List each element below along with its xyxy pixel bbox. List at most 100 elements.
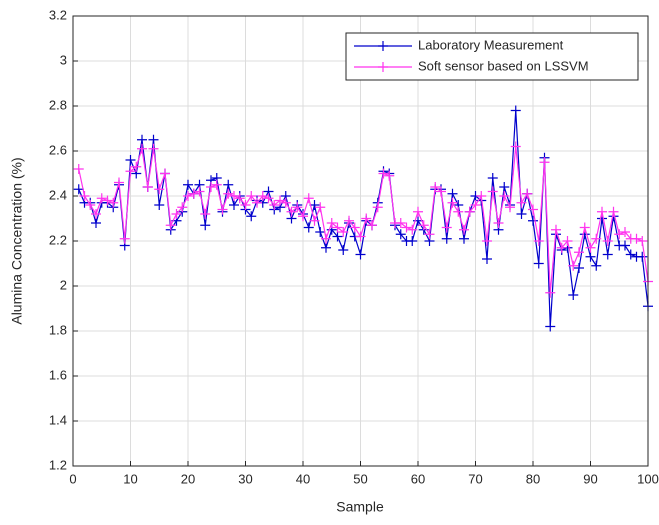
- marker: [315, 202, 326, 213]
- marker: [102, 195, 113, 206]
- marker: [499, 191, 510, 201]
- marker: [211, 179, 222, 190]
- marker: [585, 251, 596, 262]
- marker: [298, 211, 308, 222]
- marker: [367, 220, 377, 231]
- marker: [280, 197, 291, 208]
- marker: [499, 182, 510, 192]
- marker: [137, 134, 147, 145]
- y-tick-label: 1.8: [49, 322, 67, 337]
- marker: [229, 191, 239, 201]
- marker: [338, 245, 349, 255]
- marker: [332, 222, 343, 233]
- y-tick-label: 2.8: [49, 97, 67, 112]
- marker: [585, 242, 596, 253]
- marker: [125, 166, 136, 177]
- marker: [378, 168, 389, 179]
- x-tick-label: 90: [583, 471, 597, 486]
- marker: [608, 206, 619, 217]
- y-tick-label: 2.4: [49, 187, 67, 202]
- marker: [148, 143, 159, 154]
- marker: [533, 258, 544, 269]
- marker: [384, 170, 395, 181]
- x-tick-label: 30: [238, 471, 252, 486]
- y-tick-label: 3: [60, 52, 67, 67]
- y-tick-label: 3.2: [49, 7, 67, 22]
- marker: [631, 233, 642, 244]
- marker: [309, 200, 320, 210]
- marker: [96, 193, 107, 204]
- marker: [522, 188, 533, 199]
- marker: [395, 218, 406, 228]
- marker: [597, 206, 607, 217]
- marker: [487, 186, 498, 197]
- marker: [430, 182, 441, 192]
- marker: [545, 321, 556, 332]
- marker: [436, 186, 446, 197]
- y-tick-label: 1.2: [49, 457, 67, 472]
- marker: [418, 220, 429, 231]
- marker: [183, 191, 193, 201]
- marker: [620, 227, 630, 237]
- x-tick-label: 70: [468, 471, 482, 486]
- marker: [510, 141, 521, 152]
- marker: [372, 202, 383, 213]
- marker: [275, 195, 285, 206]
- marker: [321, 242, 331, 253]
- marker: [240, 200, 251, 210]
- marker: [154, 184, 165, 195]
- marker: [424, 229, 435, 240]
- marker: [223, 179, 234, 190]
- marker: [476, 191, 487, 201]
- marker: [528, 204, 538, 215]
- marker: [309, 215, 320, 226]
- marker: [252, 197, 262, 208]
- marker: [413, 206, 423, 217]
- x-tick-label: 100: [637, 471, 659, 486]
- legend-label: Laboratory Measurement: [418, 37, 564, 52]
- marker: [85, 200, 96, 210]
- marker: [505, 202, 515, 213]
- marker: [303, 193, 314, 204]
- marker: [160, 168, 170, 179]
- marker: [528, 215, 538, 226]
- marker: [165, 220, 176, 231]
- marker: [344, 215, 354, 226]
- marker: [562, 236, 573, 246]
- marker: [303, 222, 314, 233]
- marker: [591, 233, 602, 244]
- marker: [246, 191, 257, 201]
- legend-marker: [378, 62, 388, 72]
- marker: [292, 202, 303, 213]
- marker: [269, 200, 280, 210]
- marker: [464, 206, 475, 217]
- marker: [470, 200, 481, 210]
- marker: [200, 220, 211, 231]
- marker: [407, 224, 418, 235]
- marker: [355, 249, 366, 260]
- marker: [263, 193, 274, 204]
- marker: [154, 200, 165, 210]
- marker: [114, 177, 124, 188]
- marker: [551, 224, 561, 235]
- marker: [108, 197, 119, 208]
- x-axis-label: Sample: [336, 499, 384, 515]
- marker: [447, 188, 458, 199]
- marker: [459, 224, 469, 235]
- marker: [516, 197, 527, 208]
- marker: [142, 182, 153, 192]
- marker: [407, 236, 418, 246]
- y-tick-label: 2.6: [49, 142, 67, 157]
- marker: [125, 155, 136, 165]
- marker: [194, 186, 205, 197]
- marker: [602, 249, 613, 260]
- marker: [574, 247, 584, 258]
- marker: [568, 290, 579, 300]
- marker: [568, 260, 579, 271]
- marker: [73, 164, 84, 174]
- marker: [234, 193, 245, 204]
- marker: [332, 231, 343, 242]
- legend-box: [345, 32, 639, 81]
- marker: [493, 218, 504, 228]
